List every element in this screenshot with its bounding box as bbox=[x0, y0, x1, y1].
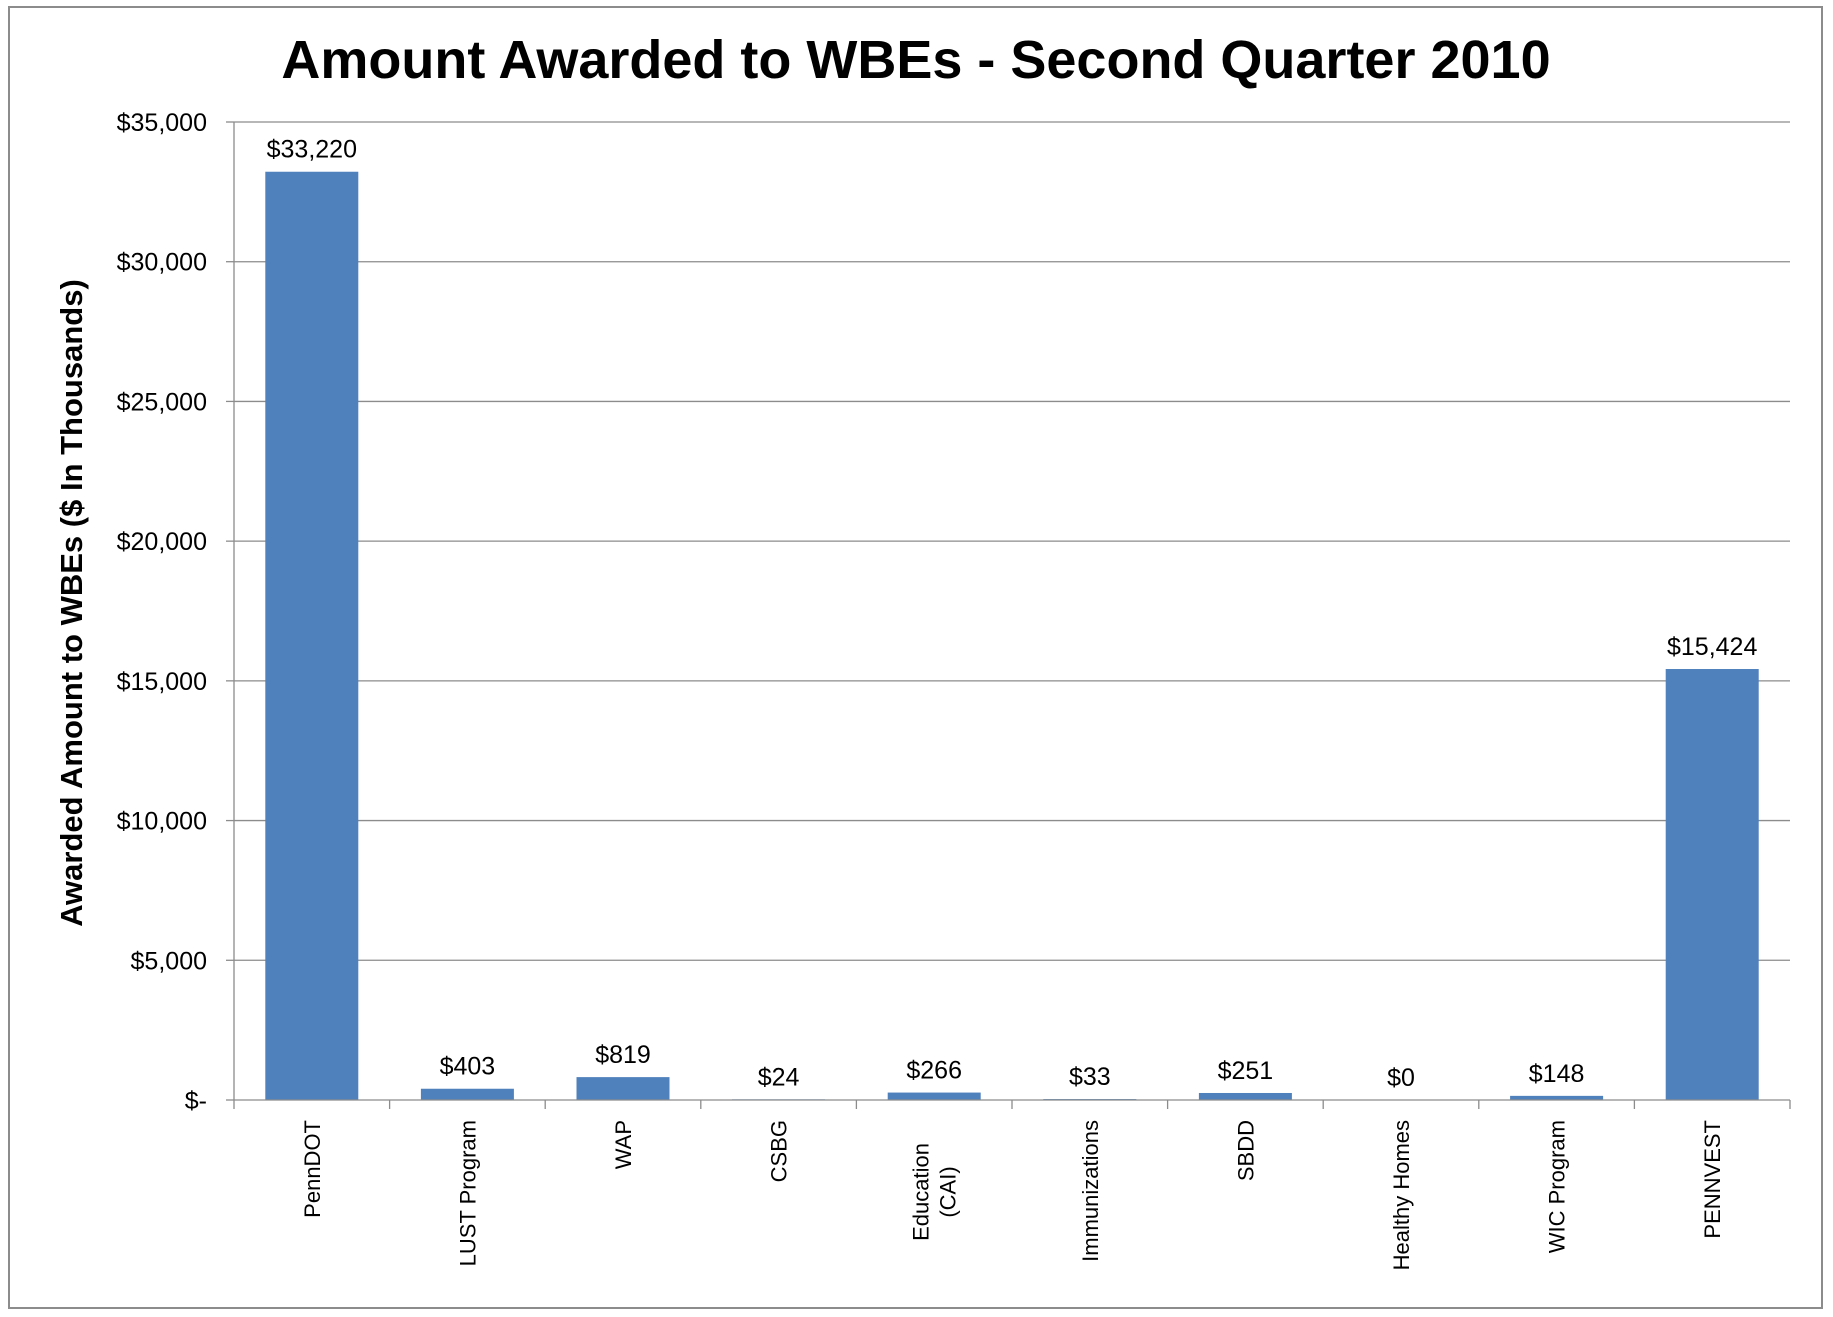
x-tick-label-line: Education bbox=[909, 1143, 934, 1241]
data-label: $33 bbox=[1069, 1063, 1111, 1091]
bar bbox=[1198, 1092, 1292, 1100]
data-label: $403 bbox=[440, 1053, 496, 1081]
bar bbox=[1665, 669, 1759, 1100]
x-tick-label-line: (CAI) bbox=[936, 1166, 961, 1217]
x-tick-label-line: Immunizations bbox=[1078, 1120, 1103, 1262]
y-tick-label: $25,000 bbox=[117, 388, 207, 416]
data-labels: $33,220 $403 $819 $24 $266 $33 $251 $0 $148 $15,4… bbox=[267, 136, 1758, 1092]
y-tick-label: $10,000 bbox=[117, 808, 207, 836]
x-tick-label: PENNVEST bbox=[1700, 1120, 1725, 1239]
x-tick-label: Immunizations bbox=[1078, 1120, 1103, 1262]
gridlines bbox=[234, 121, 1790, 961]
y-tick-label: $15,000 bbox=[117, 668, 207, 696]
x-tick-label: Education(CAI) bbox=[909, 1143, 961, 1241]
y-tick-label: $30,000 bbox=[117, 249, 207, 277]
x-tick-label-line: LUST Program bbox=[455, 1120, 480, 1266]
y-tick-label: $- bbox=[185, 1087, 207, 1115]
x-tick-label: WIC Program bbox=[1545, 1120, 1570, 1253]
x-tick-label-line: WAP bbox=[611, 1120, 636, 1169]
data-label: $251 bbox=[1218, 1057, 1274, 1085]
x-tick-label: Healthy Homes bbox=[1389, 1120, 1414, 1270]
x-tick-label-line: SBDD bbox=[1233, 1120, 1258, 1181]
y-tick-label: $20,000 bbox=[117, 528, 207, 556]
x-tick-label-line: Healthy Homes bbox=[1389, 1120, 1414, 1270]
bars bbox=[265, 171, 1759, 1100]
bar bbox=[1510, 1095, 1604, 1100]
data-label: $33,220 bbox=[267, 136, 357, 164]
x-tick-label: PennDOT bbox=[300, 1120, 325, 1218]
data-label: $148 bbox=[1529, 1060, 1585, 1088]
x-tick-label: CSBG bbox=[767, 1120, 792, 1182]
y-tick-label: $5,000 bbox=[131, 947, 207, 975]
y-tick-label: $35,000 bbox=[117, 109, 207, 137]
y-axis-label: Awarded Amount to WBEs ($ In Thousands) bbox=[54, 279, 89, 927]
x-tick-label-line: PENNVEST bbox=[1700, 1120, 1725, 1239]
x-tick-label: SBDD bbox=[1233, 1120, 1258, 1181]
x-tick-label: WAP bbox=[611, 1120, 636, 1169]
x-tick-label-line: WIC Program bbox=[1545, 1120, 1570, 1253]
data-label: $0 bbox=[1387, 1064, 1415, 1092]
bar bbox=[420, 1088, 514, 1100]
chart-title: Amount Awarded to WBEs - Second Quarter … bbox=[281, 30, 1550, 90]
x-tick-label-line: PennDOT bbox=[300, 1120, 325, 1218]
x-tick-label-line: CSBG bbox=[767, 1120, 792, 1182]
bar bbox=[576, 1077, 670, 1100]
bar bbox=[265, 171, 359, 1100]
data-label: $819 bbox=[595, 1041, 651, 1069]
bar bbox=[887, 1092, 981, 1100]
data-label: $15,424 bbox=[1667, 633, 1757, 661]
data-label: $24 bbox=[758, 1063, 800, 1091]
axes: $- $5,000 $10,000 $15,000 $20,000 $25,000 $30,… bbox=[117, 109, 1791, 1270]
data-label: $266 bbox=[906, 1057, 962, 1085]
x-tick-label: LUST Program bbox=[455, 1120, 480, 1266]
